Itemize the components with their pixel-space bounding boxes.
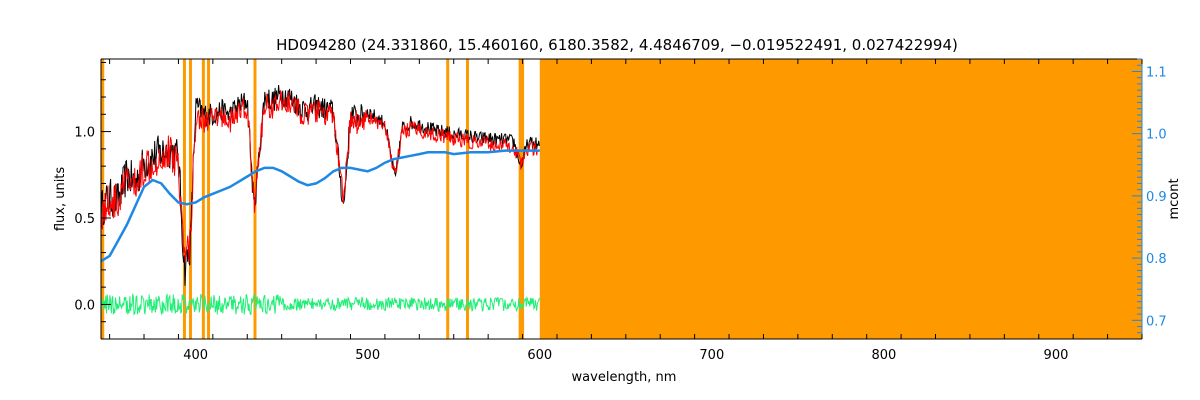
model-spectrum-line: [100, 89, 540, 263]
y-tick-label: 0.5: [74, 212, 95, 227]
residual-line: [100, 292, 540, 316]
x-tick-label: 700: [699, 348, 724, 363]
masked-line-6: [446, 59, 450, 339]
masked-line-9: [521, 59, 525, 339]
y2-tick-label: 0.7: [1146, 314, 1167, 329]
x-axis-title: wavelength, nm: [572, 370, 677, 385]
y-axis-title: flux, units: [53, 167, 68, 232]
continuum-line: [100, 149, 540, 263]
y-tick-label: 1.0: [74, 126, 95, 141]
masked-line-7: [466, 59, 470, 339]
masked-line-8: [518, 59, 522, 339]
masked-line-4: [207, 59, 211, 339]
y-tick-label: 0.0: [74, 298, 95, 313]
y2-tick-label: 0.8: [1146, 252, 1167, 267]
y2-tick-label: 0.9: [1146, 190, 1167, 205]
x-tick-label: 500: [355, 348, 380, 363]
series-layer: [100, 84, 540, 316]
mask-layer: [101, 59, 1142, 339]
x-tick-label: 400: [183, 348, 208, 363]
chart-title: HD094280 (24.331860, 15.460160, 6180.358…: [276, 36, 958, 54]
y2-axis-title: mcont: [1167, 178, 1182, 219]
observed-spectrum-line: [100, 84, 540, 286]
x-tick-label: 800: [871, 348, 896, 363]
masked-line-2: [188, 59, 192, 339]
y2-tick-label: 1.0: [1146, 128, 1167, 143]
masked-line-1: [182, 59, 186, 339]
x-tick-label: 900: [1044, 348, 1069, 363]
axes-layer: 400 500 600 700 800 900 0.0 0.5 1.0 0.7 0.8 0.9 1.0 1…: [74, 58, 1167, 363]
x-tick-label: 600: [527, 348, 552, 363]
masked-band: [539, 59, 1142, 339]
y2-tick-label: 1.1: [1146, 65, 1167, 80]
